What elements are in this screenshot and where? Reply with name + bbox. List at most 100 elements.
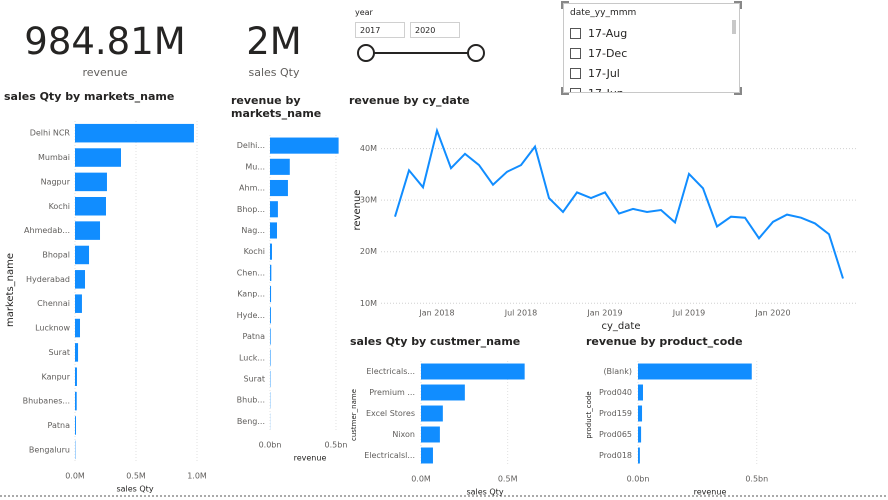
y-tick-label: 40M [360, 144, 377, 153]
bar [75, 172, 107, 192]
y-tick-label: Electricals... [366, 367, 415, 376]
x-tick-label: Jan 2020 [754, 309, 790, 318]
year-to[interactable]: 2020 [410, 22, 460, 38]
bar [75, 245, 90, 265]
bar [75, 221, 101, 240]
card-value: 984.81M [24, 20, 186, 63]
year-from[interactable]: 2017 [355, 22, 405, 38]
slicer-item[interactable]: 17-Aug [570, 23, 730, 43]
y-tick-label: Ahmedab... [24, 226, 70, 235]
year-slider-handle[interactable] [357, 44, 375, 62]
y-tick-label: Prod065 [599, 430, 632, 439]
resize-handle[interactable] [561, 87, 569, 95]
y-tick-label: Surat [244, 374, 265, 383]
x-tick-label: 0.5M [126, 472, 146, 481]
bar [270, 201, 278, 218]
bar [75, 148, 121, 167]
slicer-list: 17-Aug 17-Dec 17-Jul 17-Jun [570, 23, 730, 92]
y-tick-label: Bhub... [237, 396, 265, 405]
scrollbar[interactable] [732, 20, 736, 34]
y-tick-label: Chennai [37, 299, 70, 308]
card-label: sales Qty [248, 66, 300, 79]
bar [270, 286, 272, 303]
bar [270, 328, 271, 345]
item-label: 17-Jul [588, 66, 620, 80]
chart-title: revenue by cy_date [349, 94, 470, 107]
item-label: 17-Aug [588, 26, 628, 40]
y-tick-label: Surat [49, 348, 70, 357]
bar [75, 416, 76, 435]
y-tick-label: Hyderabad [26, 275, 70, 284]
slicer-title: year [355, 8, 373, 17]
x-tick-label: 0.0M [65, 472, 85, 481]
y-tick-label: Prod040 [599, 388, 632, 397]
year-slider-handle[interactable] [467, 44, 485, 62]
x-tick-label: Jan 2018 [418, 309, 454, 318]
bar [75, 294, 82, 313]
y-tick-label: Delhi NCR [30, 129, 71, 138]
y-tick-label: Nag... [241, 226, 265, 235]
slicer-item[interactable]: 17-Jul [570, 63, 730, 83]
y-tick-label: Mu... [245, 162, 265, 171]
y-tick-label: Bhopal [42, 250, 70, 259]
y-tick-label: Patna [243, 332, 266, 341]
y-tick-label: 20M [360, 247, 377, 256]
y-tick-label: Mumbai [38, 153, 70, 162]
date-slicer: date_yy_mmm 17-Aug 17-Dec 17-Jul 17-Jun [561, 1, 742, 95]
x-tick-label: 0.5bn [745, 475, 768, 484]
card-label: revenue [82, 66, 128, 79]
bar [270, 137, 339, 154]
y-axis-title: markets_name [5, 253, 16, 327]
y-tick-label: Bengaluru [29, 445, 70, 454]
y-tick-label: Nixon [392, 430, 415, 439]
x-axis-title: revenue [694, 488, 727, 497]
bar [421, 426, 440, 443]
y-tick-label: Kochi [49, 202, 70, 211]
bar [75, 123, 194, 143]
x-tick-label: Jan 2019 [586, 309, 622, 318]
y-tick-label: (Blank) [603, 367, 632, 376]
slicer-item[interactable]: 17-Jun [570, 83, 730, 92]
y-tick-label: Nagpur [41, 177, 71, 186]
bar [421, 384, 465, 401]
y-tick-label: Chen... [237, 268, 265, 277]
y-tick-label: Bhop... [237, 205, 265, 214]
x-tick-label: 0.0M [411, 475, 431, 484]
y-tick-label: Patna [48, 421, 71, 430]
x-tick-label: 1.0M [187, 472, 207, 481]
bar [75, 367, 77, 387]
y-tick-label: Premium ... [369, 388, 415, 397]
resize-handle[interactable] [734, 87, 742, 95]
y-tick-label: Hyde... [237, 311, 265, 320]
bar [75, 318, 81, 338]
y-tick-label: Bhubanes... [23, 397, 70, 406]
bar [421, 363, 525, 380]
bar [638, 447, 640, 464]
resize-handle[interactable] [734, 1, 742, 9]
y-tick-label: Beng... [237, 417, 265, 426]
x-tick-label: 0.0bn [259, 441, 282, 450]
y-tick-label: Kanpur [41, 372, 70, 381]
y-axis-title: custmer_name [350, 389, 358, 441]
y-tick-label: Prod018 [599, 451, 632, 460]
y-tick-label: Prod159 [599, 409, 632, 418]
chart-title: revenue by product_code [586, 335, 743, 348]
bar [270, 264, 272, 281]
line [394, 127, 844, 279]
x-axis-title: cy_date [602, 321, 641, 332]
resize-handle[interactable] [561, 1, 569, 9]
bar [75, 391, 77, 411]
bar [75, 196, 106, 216]
y-tick-label: Excel Stores [366, 409, 415, 418]
y-tick-label: Electricalsl... [364, 451, 415, 460]
y-axis-title: revenue [352, 190, 363, 231]
item-label: 17-Dec [588, 46, 628, 60]
y-tick-label: Kochi [244, 247, 265, 256]
bar [421, 405, 443, 422]
y-tick-label: 30M [360, 196, 377, 205]
slicer-item[interactable]: 17-Dec [570, 43, 730, 63]
bar [270, 179, 288, 197]
y-tick-label: Delhi... [237, 141, 265, 150]
